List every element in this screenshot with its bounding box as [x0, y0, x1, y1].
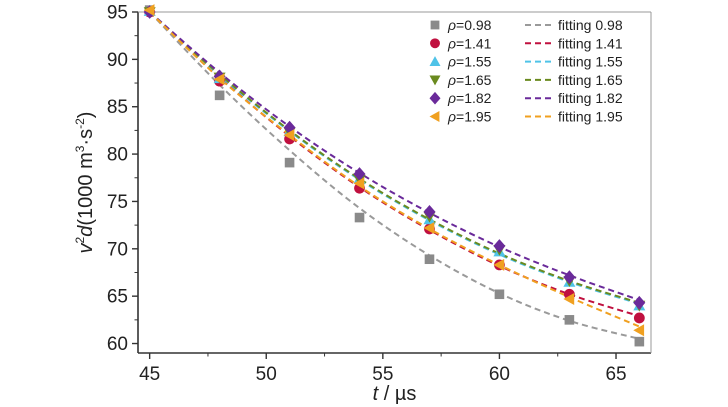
legend-fit-label-1.55: fitting 1.55 [558, 54, 623, 70]
data-point-0.98 [424, 254, 435, 265]
y-tick-label: 70 [107, 239, 128, 260]
y-axis-title: v2d(1000 m3·s-2) [73, 112, 97, 254]
legend-marker-1.41 [430, 38, 440, 49]
y-tick-label: 95 [107, 3, 128, 24]
y-tick-label: 65 [107, 287, 128, 308]
data-point-0.98 [564, 315, 575, 325]
x-tick-label: 55 [372, 364, 393, 385]
legend-fit-label-1.41: fitting 1.41 [558, 35, 623, 51]
data-point-1.41 [633, 312, 645, 324]
legend-label-1.82: ρ=1.82 [447, 90, 492, 106]
legend-label-1.95: ρ=1.95 [447, 109, 492, 125]
y-tick-label: 60 [107, 334, 128, 355]
x-tick-label: 50 [256, 364, 277, 385]
legend-fit-label-1.95: fitting 1.95 [558, 109, 623, 125]
data-point-1.95 [633, 324, 645, 337]
data-point-1.82 [353, 167, 366, 181]
data-point-1.82 [493, 239, 506, 253]
data-point-1.82 [563, 270, 576, 285]
y-tick-label: 80 [107, 145, 128, 166]
legend-marker-1.95 [429, 111, 440, 122]
data-point-0.98 [494, 289, 505, 300]
y-tick-label: 90 [107, 50, 128, 71]
data-point-0.98 [634, 336, 645, 347]
data-point-1.95 [563, 293, 575, 305]
legend-marker-0.98 [430, 20, 440, 30]
y-tick-label: 85 [107, 97, 128, 118]
x-tick-label: 60 [489, 364, 510, 385]
legend-label-1.41: ρ=1.41 [447, 35, 492, 51]
data-point-0.98 [354, 212, 365, 223]
legend-fit-label-0.98: fitting 0.98 [558, 17, 623, 33]
legend-marker-1.55 [429, 56, 441, 66]
legend-marker-1.65 [429, 75, 441, 86]
legend-fit-label-1.65: fitting 1.65 [558, 72, 623, 88]
data-point-1.82 [283, 120, 296, 135]
axis-titles-layer: t / µs v2d(1000 m3·s-2) [73, 112, 416, 405]
x-axis-title: t / µs [373, 383, 417, 405]
data-point-1.95 [143, 4, 155, 17]
points-layer [143, 4, 646, 347]
x-tick-label: 65 [605, 364, 626, 385]
data-point-1.95 [213, 73, 225, 86]
legend-label-0.98: ρ=0.98 [447, 17, 492, 33]
data-point-1.82 [423, 205, 436, 219]
data-point-0.98 [214, 90, 225, 101]
legend-marker-1.82 [429, 91, 441, 105]
data-point-1.95 [493, 258, 505, 271]
data-point-1.95 [423, 222, 435, 234]
legend-fit-label-1.82: fitting 1.82 [558, 90, 623, 106]
x-tick-label: 45 [139, 364, 160, 385]
legend-label-1.55: ρ=1.55 [447, 54, 492, 70]
y-tick-label: 75 [107, 192, 128, 213]
data-point-1.95 [353, 177, 365, 190]
data-point-1.82 [633, 295, 646, 310]
legend: ρ=0.98 fitting 0.98 ρ=1.41 fitting 1.41 ρ=1.… [429, 17, 623, 125]
data-point-1.95 [283, 129, 295, 142]
ticks-layer: 45 50 55 60 65 60 65 70 75 80 85 90 95 [107, 3, 627, 386]
data-point-0.98 [284, 157, 295, 168]
legend-label-1.65: ρ=1.65 [447, 72, 492, 88]
